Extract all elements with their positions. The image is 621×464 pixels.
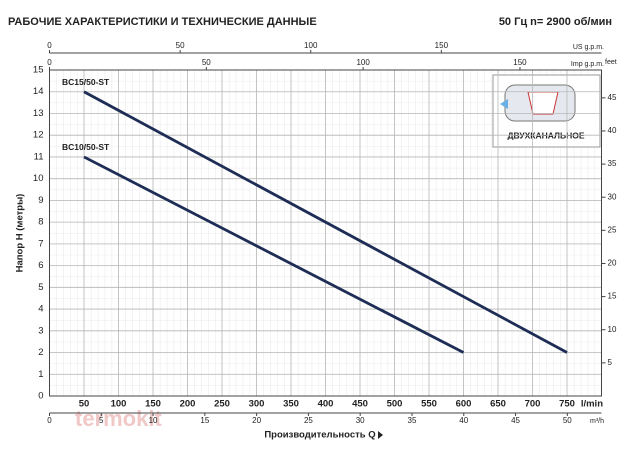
arrow	[378, 431, 383, 439]
x-tick-label: 250	[214, 399, 230, 410]
axis-unit: feet	[605, 59, 617, 66]
x-tick-label: 150	[145, 399, 161, 410]
x-tick-label: 700	[525, 399, 541, 410]
x2-tick-label: 100	[356, 58, 370, 67]
x2-tick-label: 35	[408, 416, 417, 425]
x-unit: l/min	[581, 399, 603, 410]
x-tick-label: 550	[421, 399, 437, 410]
y2-tick-label: 35	[608, 159, 617, 168]
y2-tick-label: 5	[608, 358, 613, 367]
x2-tick-label: 0	[47, 58, 52, 67]
series-label: BC10/50-ST	[62, 142, 110, 152]
x2-tick-label: 150	[435, 41, 449, 50]
y-tick-label: 6	[38, 260, 43, 271]
x-tick-label: 500	[387, 399, 403, 410]
y-tick-label: 5	[38, 282, 43, 293]
x2-tick-label: 0	[47, 416, 52, 425]
y-tick-label: 3	[38, 325, 43, 336]
y-tick-label: 15	[33, 65, 44, 76]
x-tick-label: 350	[283, 399, 299, 410]
y-tick-label: 10	[33, 173, 44, 184]
x-axis-title: Производительность Q	[264, 430, 375, 441]
chart-title: РАБОЧИЕ ХАРАКТЕРИСТИКИ И ТЕХНИЧЕСКИЕ ДАН…	[8, 16, 317, 28]
y-tick-label: 12	[33, 130, 44, 141]
x-tick-label: 50	[79, 399, 90, 410]
series-line	[83, 90, 568, 354]
series-line	[83, 155, 465, 354]
y-tick-label: 14	[33, 86, 44, 97]
x2-tick-label: 100	[304, 41, 318, 50]
y2-tick-label: 10	[608, 325, 617, 334]
y-tick-label: 0	[38, 391, 43, 402]
x2-tick-label: 25	[304, 416, 313, 425]
x-tick-label: 750	[559, 399, 575, 410]
watermark: termokit	[75, 406, 162, 431]
y2-tick-label: 25	[608, 225, 617, 234]
x2-tick-label: 10	[149, 416, 158, 425]
x2-tick-label: 40	[459, 416, 468, 425]
axis-unit: m³/h	[590, 418, 604, 425]
axis-unit: Imp g.p.m.	[571, 61, 604, 68]
y-tick-label: 7	[38, 238, 43, 249]
flow-arrow	[500, 99, 508, 109]
x-tick-label: 650	[490, 399, 506, 410]
y2-tick-label: 20	[608, 259, 617, 268]
x2-tick-label: 20	[252, 416, 261, 425]
inset: ДВУХКАНАЛЬНОЕ	[492, 74, 601, 148]
x2-tick-label: 5	[99, 416, 104, 425]
x2-tick-label: 50	[176, 41, 185, 50]
y-tick-label: 2	[38, 347, 43, 358]
y-axis-title: Напор H (метры)	[15, 194, 26, 273]
x-tick-label: 100	[111, 399, 127, 410]
axis-unit: US g.p.m.	[573, 44, 604, 51]
x2-tick-label: 30	[356, 416, 365, 425]
x2-tick-label: 0	[47, 41, 52, 50]
x2-tick-label: 15	[200, 416, 209, 425]
x-tick-label: 450	[352, 399, 368, 410]
y-tick-label: 9	[38, 195, 43, 206]
x-tick-label: 600	[456, 399, 472, 410]
x2-tick-label: 50	[563, 416, 572, 425]
y2-tick-label: 40	[608, 126, 617, 135]
x-tick-label: 200	[180, 399, 196, 410]
x2-tick-label: 150	[513, 58, 527, 67]
chart-subtitle: 50 Гц n= 2900 об/мин	[499, 16, 612, 28]
x-tick-label: 400	[318, 399, 334, 410]
y-tick-label: 11	[34, 151, 44, 162]
y2-tick-label: 15	[608, 292, 617, 301]
x-tick-label: 300	[249, 399, 265, 410]
series-label: BC15/50-ST	[62, 77, 110, 87]
x2-tick-label: 45	[511, 416, 520, 425]
y2-tick-label: 45	[608, 93, 617, 102]
y-tick-label: 8	[38, 217, 43, 228]
y2-tick-label: 30	[608, 192, 617, 201]
y-tick-label: 4	[38, 304, 43, 315]
y-tick-label: 1	[38, 369, 43, 380]
x2-tick-label: 50	[202, 58, 211, 67]
y-tick-label: 13	[33, 108, 44, 119]
